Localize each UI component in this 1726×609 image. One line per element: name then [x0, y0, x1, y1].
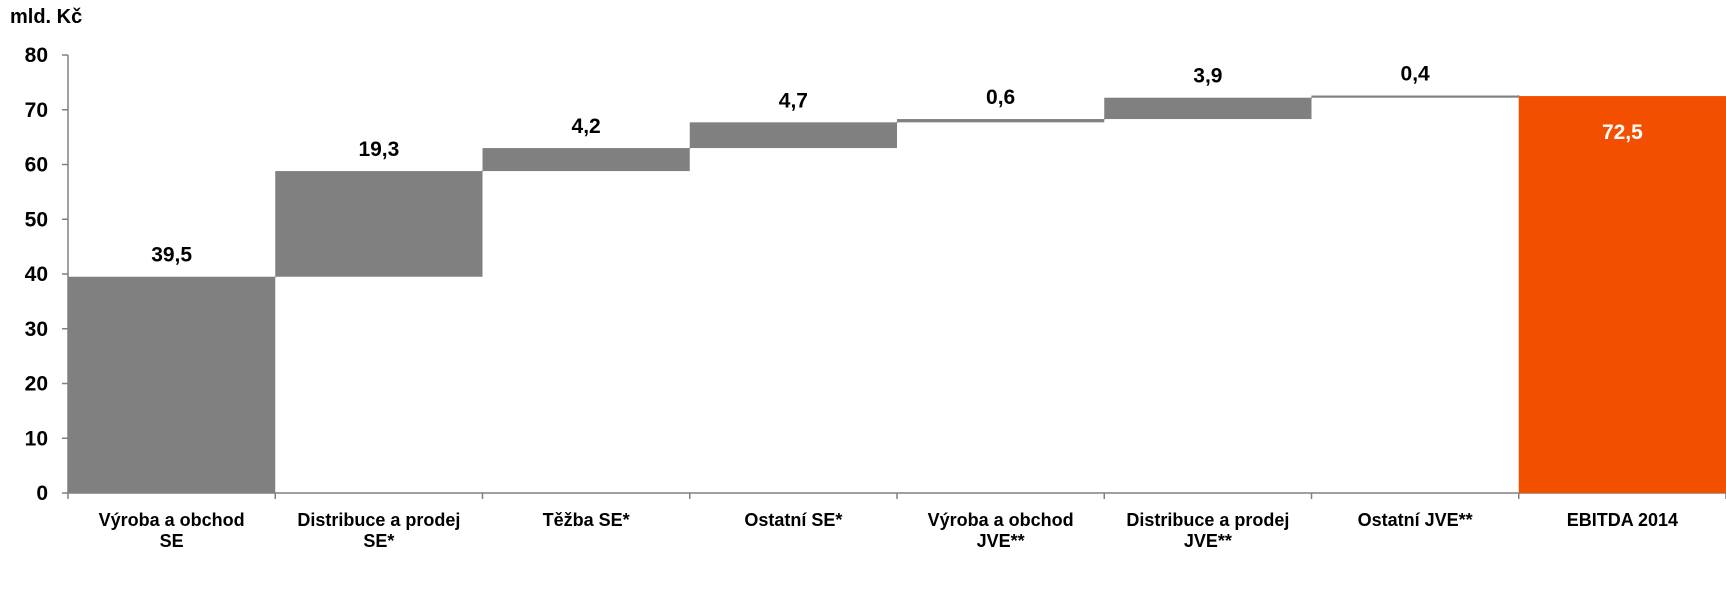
- waterfall-bar: [1104, 97, 1312, 120]
- data-label: 0,6: [986, 86, 1015, 109]
- y-tick-label: 30: [25, 318, 48, 341]
- category-label: Distribuce a prodej: [1126, 510, 1289, 530]
- y-tick-label: 70: [25, 99, 48, 122]
- data-label: 4,2: [572, 115, 601, 138]
- data-label: 4,7: [779, 89, 808, 112]
- waterfall-bar: [275, 171, 483, 277]
- category-label: Distribuce a prodej: [297, 510, 460, 530]
- category-label: Ostatní SE*: [744, 510, 842, 530]
- y-tick-label: 60: [25, 154, 48, 177]
- y-tick-label: 40: [25, 263, 48, 286]
- category-label: JVE**: [1184, 531, 1232, 551]
- data-label: 19,3: [358, 138, 399, 161]
- y-tick-label: 0: [36, 482, 48, 505]
- category-label: Těžba SE*: [543, 510, 630, 530]
- total-bar: [1518, 96, 1726, 493]
- data-label: 39,5: [151, 244, 192, 267]
- category-label: SE*: [363, 531, 394, 551]
- category-label: EBITDA 2014: [1567, 510, 1678, 530]
- category-label: Výroba a obchod: [99, 510, 245, 530]
- waterfall-bar: [897, 119, 1105, 123]
- category-label: SE: [160, 531, 184, 551]
- y-tick-label: 80: [25, 44, 48, 67]
- y-tick-label: 10: [25, 427, 48, 450]
- waterfall-bar: [68, 276, 276, 493]
- waterfall-bar: [689, 122, 897, 149]
- y-axis-unit-label: mld. Kč: [10, 6, 83, 28]
- data-label: 3,9: [1193, 65, 1222, 88]
- category-label: JVE**: [977, 531, 1025, 551]
- data-label: 0,4: [1401, 63, 1431, 86]
- category-label: Ostatní JVE**: [1358, 510, 1473, 530]
- y-tick-label: 20: [25, 373, 48, 396]
- waterfall-bar: [1311, 95, 1519, 98]
- category-label: Výroba a obchod: [928, 510, 1074, 530]
- waterfall-bar: [482, 148, 690, 172]
- data-label: 72,5: [1602, 121, 1643, 144]
- y-tick-label: 50: [25, 208, 48, 231]
